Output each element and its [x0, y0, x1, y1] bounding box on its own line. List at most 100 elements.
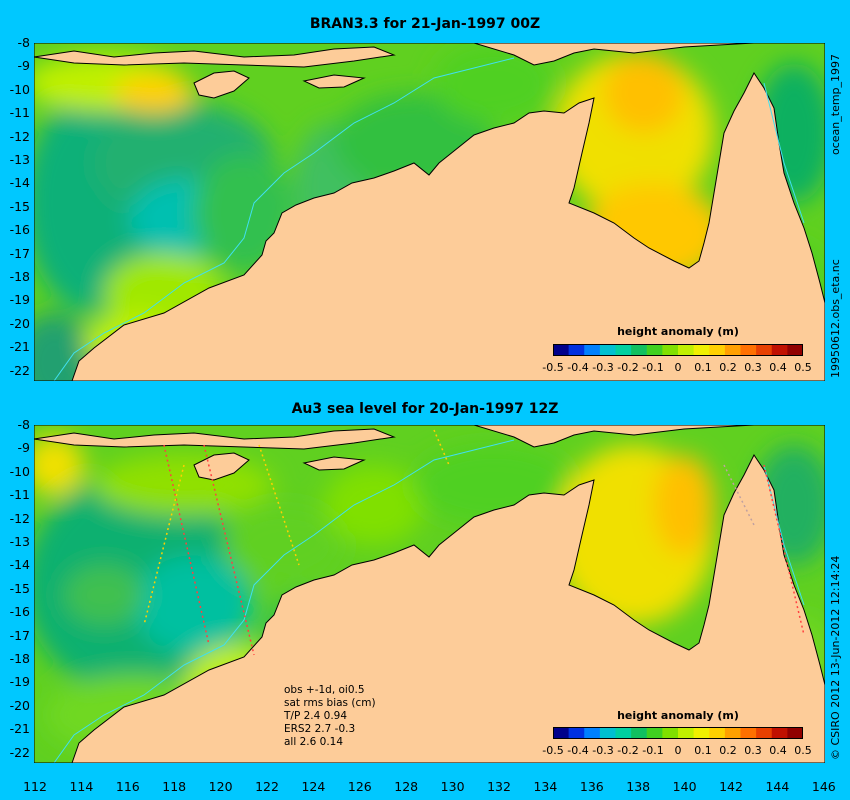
colorbar-swatch	[678, 344, 695, 356]
colorbar-swatch	[771, 344, 788, 356]
stats-line: ERS2 2.7 -0.3	[284, 723, 356, 735]
satellite-track	[433, 429, 450, 466]
longitude-tick-label: 118	[162, 779, 187, 794]
colorbar-tick-label: -0.4	[567, 744, 589, 757]
top-map-title: BRAN3.3 for 21-Jan-1997 00Z	[309, 16, 541, 32]
latitude-tick-label: -17	[9, 627, 30, 643]
colorbar-swatch	[599, 344, 616, 356]
longitude-tick-label: 112	[23, 779, 47, 794]
colorbar-swatch	[568, 344, 585, 356]
colorbar-swatch	[615, 727, 632, 739]
bottom-colorbar	[553, 727, 803, 739]
latitude-tick-label: -22	[9, 744, 30, 760]
top-colorbar	[553, 344, 803, 356]
colorbar-swatch	[740, 727, 757, 739]
stats-line: sat rms bias (cm)	[284, 697, 376, 709]
latitude-tick-label: -18	[9, 651, 30, 666]
colorbar-tick-label: 0.2	[719, 361, 737, 374]
latitude-tick-label: -16	[9, 222, 30, 238]
latitude-tick-label: -8	[17, 35, 30, 50]
latitude-tick-label: -11	[9, 487, 30, 503]
colorbar-swatch	[787, 344, 803, 356]
latitude-tick-label: -11	[9, 105, 30, 121]
isobath-line-east	[763, 464, 805, 606]
colorbar-swatch	[631, 344, 648, 356]
colorbar-swatch	[631, 727, 648, 739]
satellite-track	[203, 444, 255, 656]
longitude-tick-label: 122	[255, 779, 279, 794]
colorbar-swatch	[584, 344, 601, 356]
colorbar-border	[553, 344, 803, 356]
satellite-track	[163, 444, 210, 646]
top-side-label-upper: ocean_temp_1997	[829, 53, 842, 155]
latitude-tick-label: -12	[9, 510, 30, 526]
top-map-plot	[34, 43, 825, 381]
colorbar-swatch	[678, 727, 695, 739]
colorbar-swatch	[709, 727, 726, 739]
colorbar-swatch	[553, 727, 570, 739]
bottom-map-plot	[34, 425, 825, 763]
colorbar-swatch	[771, 727, 788, 739]
indonesian-islands	[34, 46, 396, 68]
latitude-tick-label: -13	[9, 152, 30, 167]
latitude-tick-label: -21	[9, 721, 30, 737]
longitude-tick-label: 128	[394, 779, 419, 794]
longitude-tick-label: 116	[115, 779, 140, 794]
stats-line: obs +-1d, oi0.5	[284, 684, 365, 696]
latitude-tick-label: -10	[9, 81, 30, 97]
top-side-label-lower: 19950612.obs_eta.nc	[829, 259, 842, 378]
longitude-tick-label: 146	[811, 779, 836, 794]
colorbar-tick-label: 0.1	[694, 744, 712, 757]
colorbar-tick-label: 0.3	[744, 361, 762, 374]
longitude-tick-label: 134	[533, 779, 558, 794]
longitude-tick-label: 144	[765, 779, 790, 794]
colorbar-tick-label: -0.1	[642, 744, 664, 757]
observation-stats: obs +-1d, oi0.5 sat rms bias (cm) T/P 2.…	[284, 684, 376, 749]
bottom-map-title: Au3 sea level for 20-Jan-1997 12Z	[291, 401, 559, 417]
longitude-tick-label: 126	[347, 779, 372, 794]
satellite-track	[258, 444, 300, 566]
new-guinea-landmass	[473, 425, 755, 448]
latitude-tick-label: -20	[9, 697, 30, 713]
small-island	[302, 74, 366, 89]
latitude-tick-label: -21	[9, 339, 30, 355]
colorbar-swatch	[646, 344, 663, 356]
colorbar-swatch	[693, 727, 710, 739]
latitude-tick-label: -9	[17, 58, 30, 74]
colorbar-tick-label: -0.2	[617, 744, 639, 757]
colorbar-swatch	[615, 344, 632, 356]
bottom-colorbar-title: height anomaly (m)	[617, 709, 739, 722]
latitude-tick-label: -18	[9, 269, 30, 284]
latitude-tick-label: -19	[9, 674, 30, 690]
colorbar-tick-label: 0.5	[794, 744, 812, 757]
colorbar-swatch	[584, 727, 601, 739]
satellite-tracks	[143, 429, 805, 656]
latitude-tick-label: -15	[9, 198, 30, 214]
longitude-tick-label: 136	[579, 779, 604, 794]
stats-line: all 2.6 0.14	[284, 736, 344, 748]
latitude-tick-label: -10	[9, 463, 30, 479]
colorbar-tick-label: -0.5	[542, 361, 564, 374]
colorbar-tick-label: 0.2	[719, 744, 737, 757]
latitude-tick-label: -20	[9, 315, 30, 331]
colorbar-tick-label: -0.4	[567, 361, 589, 374]
colorbar-tick-label: 0.5	[794, 361, 812, 374]
colorbar-border	[553, 727, 803, 739]
colorbar-tick-label: 0.4	[769, 744, 787, 757]
latitude-tick-label: -12	[9, 128, 30, 144]
isobath-line	[53, 57, 515, 381]
colorbar-swatch	[756, 344, 773, 356]
longitude-tick-label: 142	[719, 779, 743, 794]
latitude-tick-label: -16	[9, 604, 30, 620]
colorbar-swatch	[599, 727, 616, 739]
latitude-tick-label: -17	[9, 245, 30, 261]
longitude-tick-label: 120	[208, 779, 233, 794]
colorbar-swatch	[756, 727, 773, 739]
longitude-tick-label: 138	[626, 779, 651, 794]
longitude-tick-label: 132	[487, 779, 511, 794]
latitude-tick-label: -14	[9, 175, 30, 191]
colorbar-swatch	[662, 727, 679, 739]
colorbar-swatch	[553, 344, 570, 356]
colorbar-tick-label: -0.3	[592, 744, 614, 757]
colorbar-swatch	[568, 727, 585, 739]
